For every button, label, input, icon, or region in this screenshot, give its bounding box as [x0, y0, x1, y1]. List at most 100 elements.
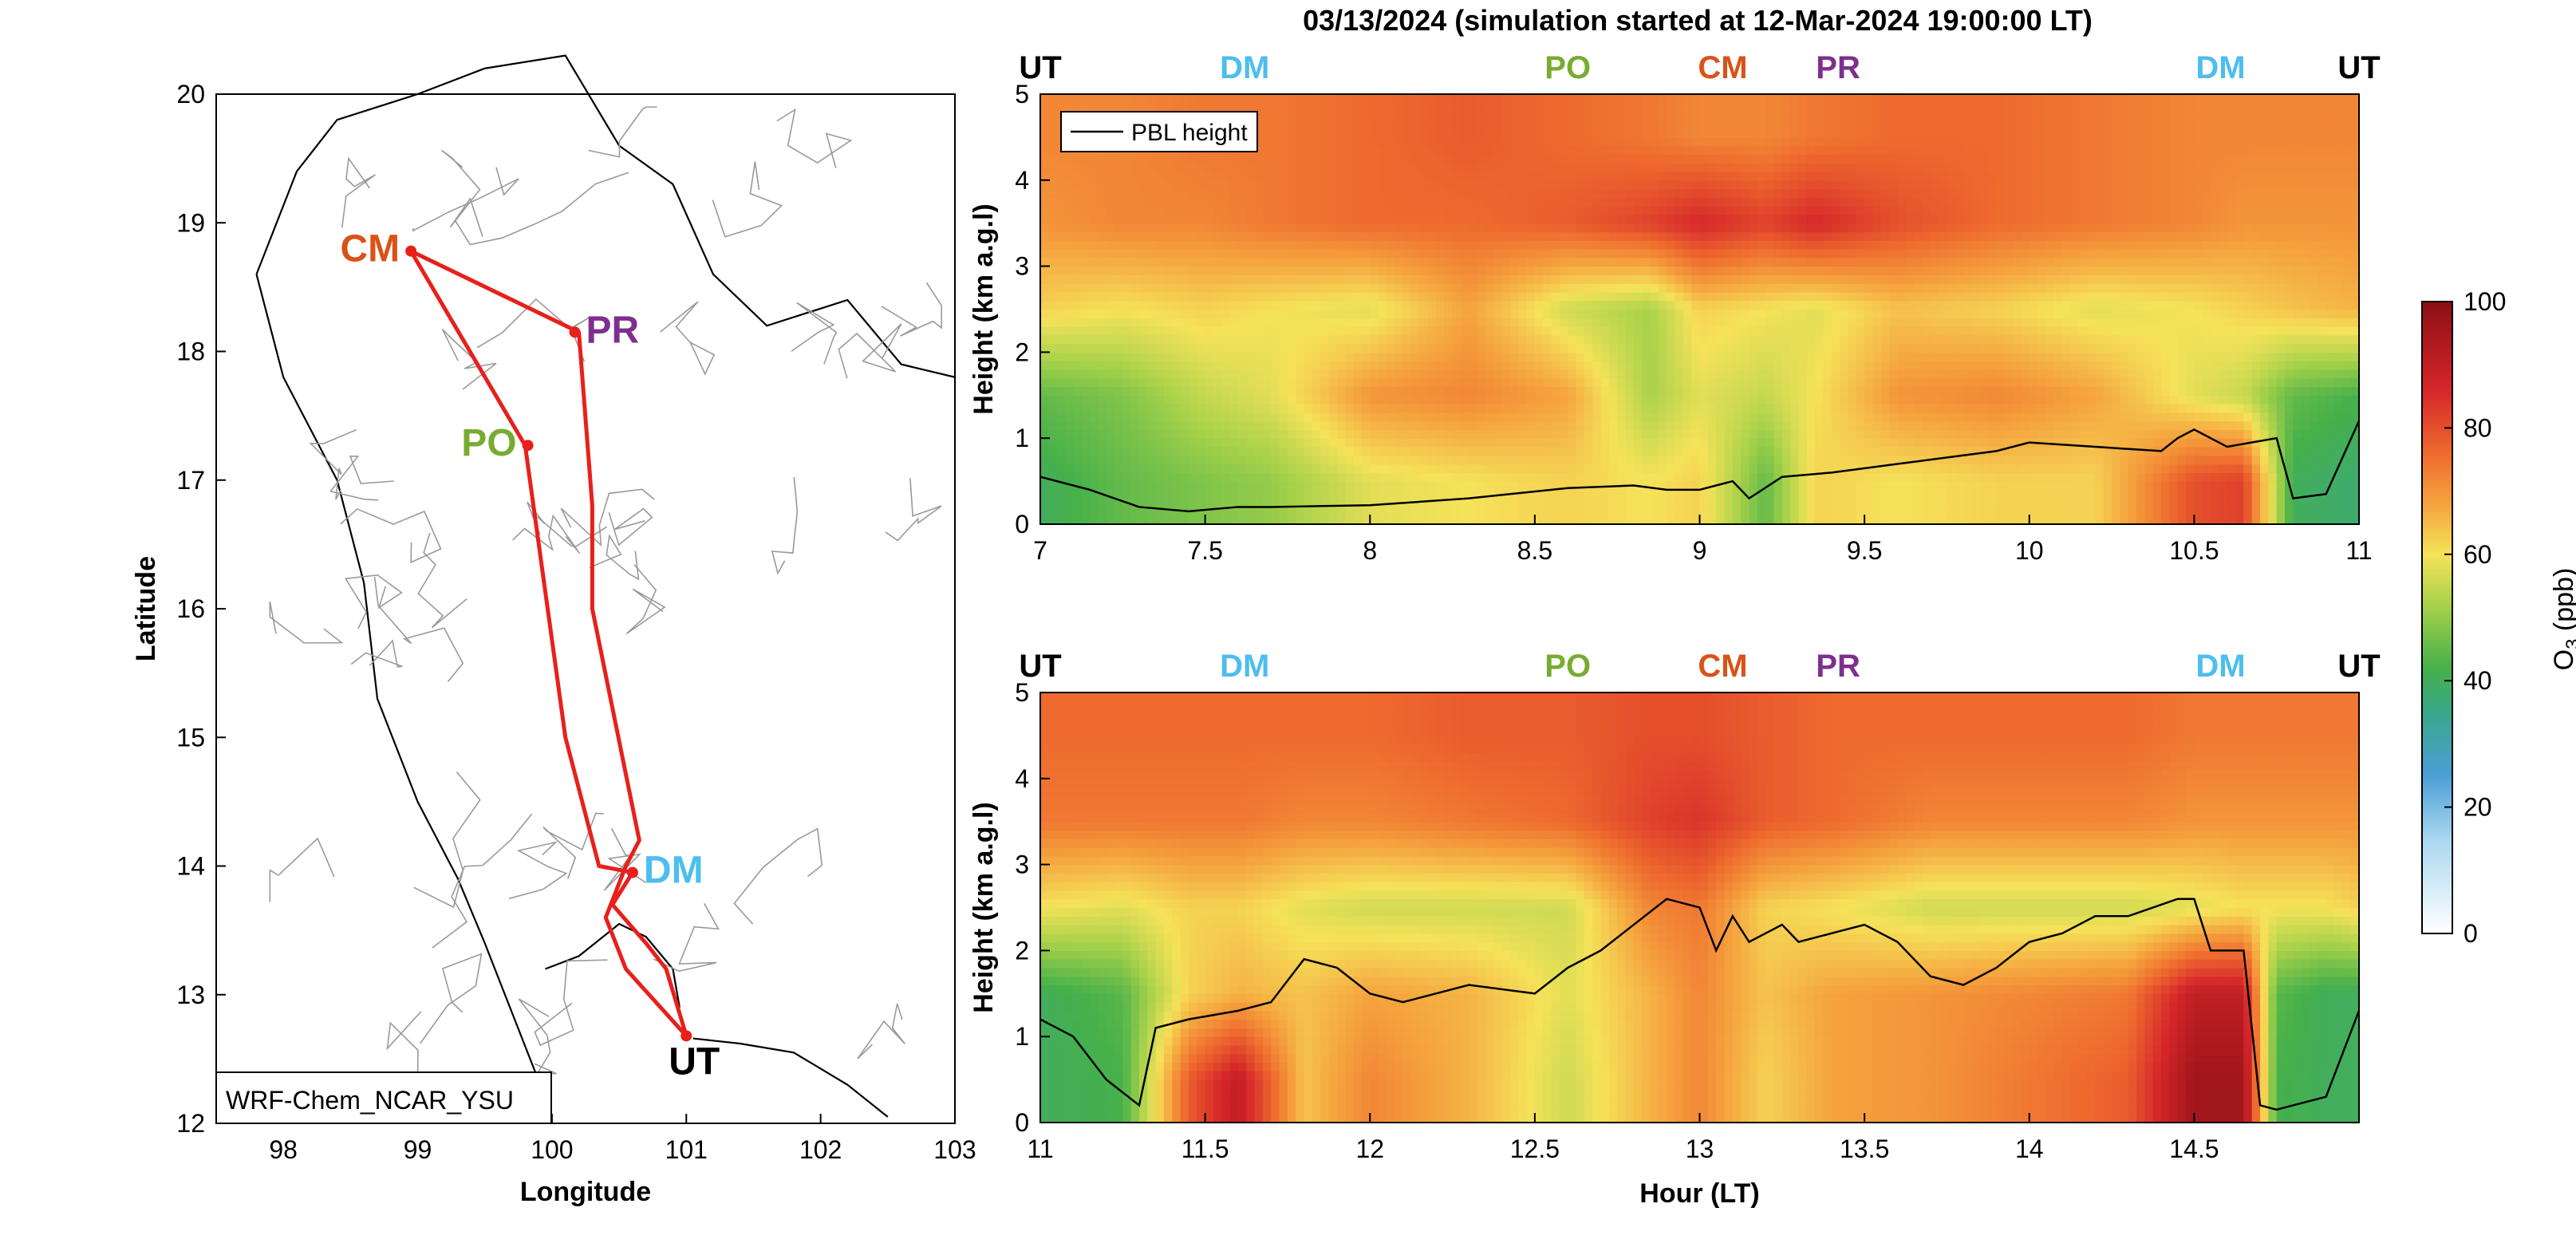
- heatmap-cell: [1106, 404, 1115, 413]
- heatmap-cell: [1741, 429, 1750, 439]
- heatmap-cell: [1584, 145, 1593, 156]
- heatmap-cell: [1592, 291, 1602, 302]
- heatmap-cell: [1732, 300, 1742, 310]
- heatmap-cell: [1098, 498, 1107, 508]
- heatmap-cell: [1732, 377, 1742, 388]
- heatmap-cell: [1130, 300, 1140, 310]
- heatmap-cell: [1534, 326, 1544, 336]
- heatmap-cell: [1773, 223, 1783, 233]
- heatmap-cell: [1551, 429, 1560, 439]
- heatmap-cell: [1773, 266, 1783, 275]
- heatmap-cell: [1485, 472, 1494, 482]
- heatmap-cell: [1345, 197, 1355, 207]
- heatmap-cell: [1279, 283, 1288, 293]
- heatmap-cell: [1682, 446, 1692, 456]
- heatmap-cell: [1378, 464, 1387, 473]
- heatmap-cell: [1197, 240, 1206, 250]
- heatmap-cell: [1089, 420, 1099, 431]
- heatmap-cell: [1098, 334, 1107, 345]
- heatmap-cell: [1197, 231, 1206, 241]
- heatmap-cell: [1312, 352, 1321, 361]
- heatmap-cell: [1716, 507, 1726, 516]
- heatmap-cell: [1477, 249, 1486, 258]
- heatmap-cell: [1089, 464, 1099, 473]
- heatmap-cell: [1262, 438, 1272, 448]
- heatmap-cell: [1237, 472, 1247, 482]
- heatmap-cell: [1353, 111, 1363, 120]
- heatmap-cell: [1271, 257, 1280, 267]
- heatmap-cell: [1237, 395, 1247, 404]
- heatmap-cell: [1370, 420, 1379, 431]
- heatmap-cell: [1386, 154, 1395, 164]
- heatmap-cell: [1402, 128, 1412, 138]
- heatmap-cell: [1435, 128, 1445, 138]
- heatmap-cell: [1336, 361, 1346, 370]
- heatmap-cell: [1773, 515, 1783, 525]
- province-line: [791, 302, 838, 365]
- heatmap-cell: [1163, 206, 1173, 215]
- heatmap-cell: [1402, 404, 1412, 413]
- heatmap-cell: [1757, 300, 1766, 310]
- heatmap-cell: [1757, 352, 1766, 361]
- heatmap-cell: [1188, 429, 1197, 439]
- heatmap-cell: [1147, 180, 1157, 190]
- heatmap-cell: [1180, 386, 1189, 396]
- heatmap-cell: [1304, 377, 1313, 388]
- heatmap-cell: [1617, 420, 1627, 431]
- heatmap-cell: [1518, 102, 1528, 112]
- heatmap-cell: [1790, 128, 1800, 138]
- heatmap-cell: [1040, 369, 1049, 379]
- heatmap-cell: [1773, 309, 1783, 318]
- heatmap-cell: [1765, 257, 1775, 267]
- heatmap-cell: [1815, 515, 1825, 525]
- heatmap-cell: [1089, 404, 1099, 413]
- heatmap-cell: [1353, 94, 1363, 104]
- heatmap-cell: [1237, 291, 1247, 302]
- heatmap-cell: [1452, 438, 1462, 448]
- heatmap-cell: [1749, 214, 1758, 224]
- heatmap-cell: [1213, 481, 1222, 491]
- heatmap-cell: [1328, 446, 1338, 456]
- heatmap-cell: [1469, 472, 1478, 482]
- heatmap-cell: [1197, 274, 1206, 284]
- heatmap-cell: [1757, 489, 1766, 499]
- heatmap-cell: [1402, 102, 1412, 112]
- heatmap-cell: [1378, 361, 1387, 370]
- heatmap-cell: [1048, 481, 1058, 491]
- heatmap-cell: [1682, 309, 1692, 318]
- heatmap-cell: [1395, 266, 1404, 275]
- heatmap-cell: [1600, 361, 1610, 370]
- heatmap-cell: [1163, 266, 1173, 275]
- heatmap-cell: [1444, 266, 1454, 275]
- heatmap-cell: [1122, 464, 1132, 473]
- heatmap-cell: [1477, 274, 1486, 284]
- heatmap-cell: [1658, 180, 1667, 190]
- heatmap-cell: [1551, 214, 1560, 224]
- heatmap-cell: [1699, 472, 1709, 482]
- heatmap-cell: [1155, 455, 1165, 465]
- heatmap-cell: [1229, 489, 1239, 499]
- heatmap-cell: [1279, 429, 1288, 439]
- heatmap-cell: [1073, 420, 1083, 431]
- heatmap-cell: [1155, 102, 1165, 112]
- heatmap-cell: [1312, 438, 1321, 448]
- heatmap-cell: [1188, 283, 1197, 293]
- heatmap-cell: [1790, 334, 1800, 345]
- heatmap-cell: [1568, 214, 1577, 224]
- heatmap-cell: [1460, 352, 1469, 361]
- heatmap-cell: [1509, 145, 1519, 156]
- heatmap-cell: [1526, 223, 1536, 233]
- heatmap-cell: [1138, 309, 1148, 318]
- heatmap-cell: [1741, 395, 1750, 404]
- heatmap-cell: [1163, 386, 1173, 396]
- heatmap-cell: [1402, 274, 1412, 284]
- heatmap-cell: [1798, 300, 1808, 310]
- heatmap-cell: [1790, 309, 1800, 318]
- heatmap-cell: [1386, 455, 1395, 465]
- heatmap-cell: [1625, 291, 1635, 302]
- heatmap-cell: [1163, 283, 1173, 293]
- heatmap-cell: [1106, 464, 1115, 473]
- heatmap-cell: [1781, 309, 1791, 318]
- heatmap-cell: [1691, 102, 1701, 112]
- heatmap-cell: [1551, 188, 1560, 198]
